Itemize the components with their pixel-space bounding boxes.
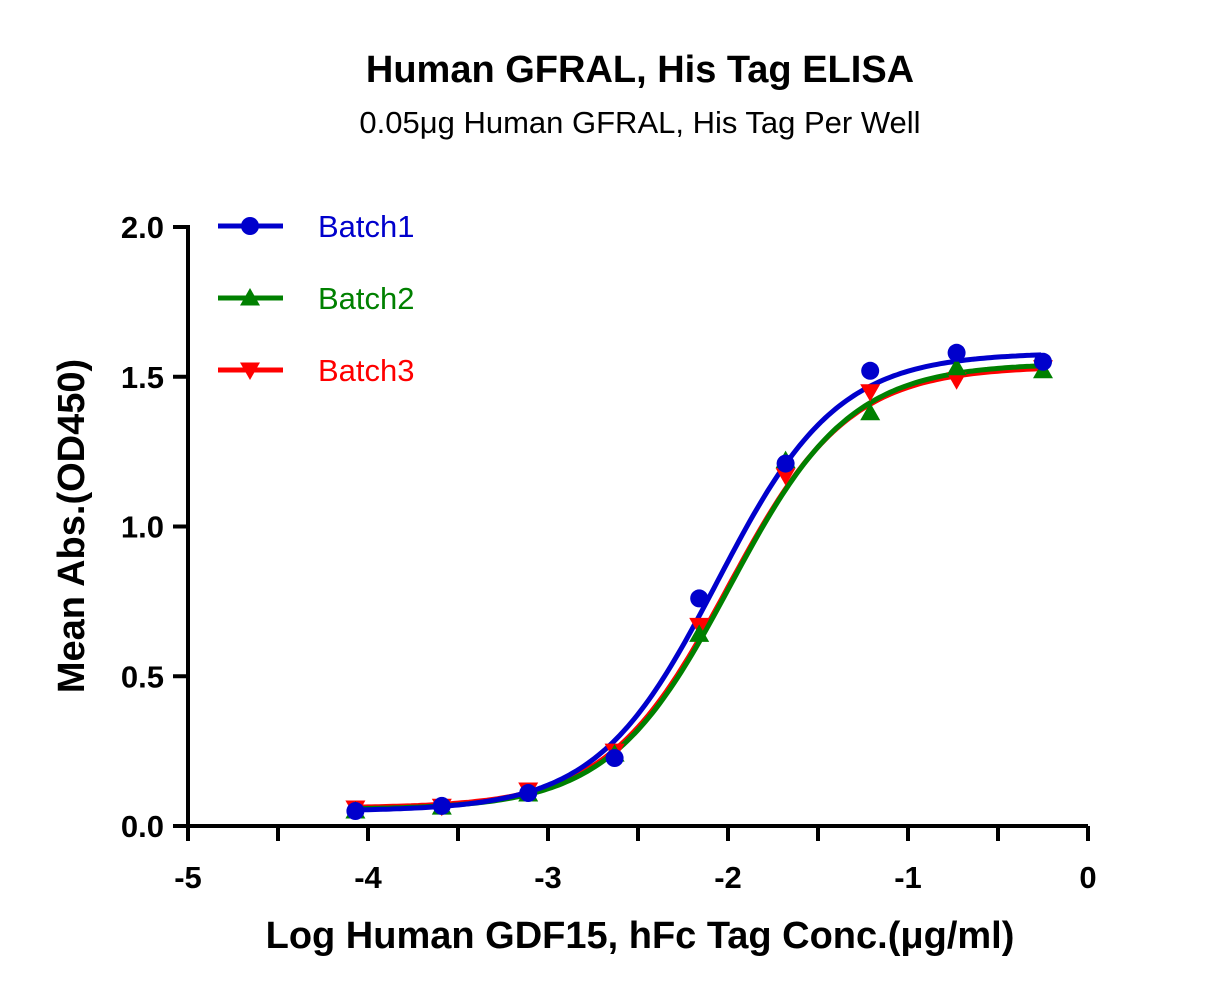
fit-curve-batch1 — [349, 352, 1042, 813]
data-point-batch2 — [860, 402, 881, 421]
legend-marker-batch2 — [240, 288, 260, 306]
x-tick-label: -3 — [534, 860, 562, 895]
chart-title: Human GFRAL, His Tag ELISA — [366, 49, 914, 91]
y-tick-label: 2.0 — [121, 210, 164, 245]
y-tick-label: 1.5 — [121, 360, 164, 395]
data-point-batch1 — [605, 749, 624, 768]
data-point-batch1 — [1034, 352, 1052, 371]
legend-marker-batch3 — [240, 362, 260, 380]
chart-subtitle: 0.05μg Human GFRAL, His Tag Per Well — [359, 105, 920, 140]
legend-label-batch3: Batch3 — [318, 353, 415, 388]
data-point-batch1 — [776, 454, 795, 473]
legend-label-batch2: Batch2 — [318, 281, 415, 316]
data-point-batch3 — [775, 468, 796, 486]
fit-curve-batch3 — [350, 366, 1042, 810]
data-point-batch3 — [860, 384, 881, 402]
legend-label-batch1: Batch1 — [318, 209, 415, 244]
data-point-batch2 — [689, 624, 710, 642]
y-tick-label: 1.0 — [121, 510, 164, 545]
x-tick-label: 0 — [1079, 860, 1096, 895]
fit-curve-batch2 — [350, 363, 1042, 812]
y-tick-label: 0.0 — [121, 809, 164, 844]
data-point-batch1 — [690, 589, 709, 608]
y-axis-label: Mean Abs.(OD450) — [51, 359, 93, 693]
data-point-batch3 — [946, 372, 967, 390]
y-tick-label: 0.5 — [121, 659, 164, 694]
x-tick-label: -1 — [894, 860, 922, 895]
data-point-batch1 — [861, 361, 880, 380]
legend-marker-batch1 — [241, 217, 259, 235]
data-point-batch1 — [346, 802, 365, 821]
data-point-batch1 — [947, 343, 966, 362]
x-tick-label: -4 — [354, 860, 382, 895]
x-tick-label: -2 — [714, 860, 742, 895]
data-point-batch2 — [946, 357, 967, 376]
x-axis-label: Log Human GDF15, hFc Tag Conc.(μg/ml) — [266, 915, 1015, 957]
data-point-batch1 — [432, 796, 451, 815]
x-tick-label: -5 — [174, 860, 202, 895]
data-point-batch1 — [519, 784, 538, 803]
